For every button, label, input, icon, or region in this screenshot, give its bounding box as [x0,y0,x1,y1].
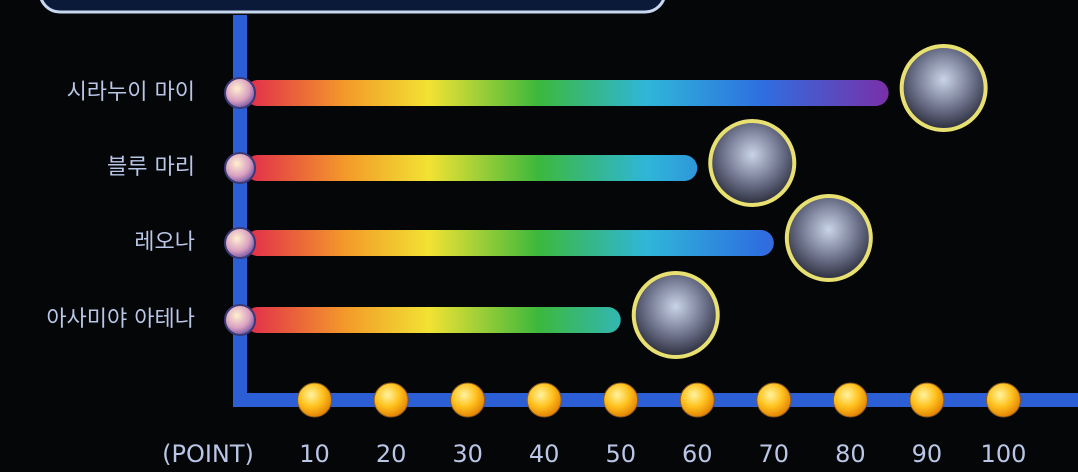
bar-start-dot [224,304,256,336]
bar [245,230,774,256]
bar-start-dot [224,77,256,109]
bar-start-dot [224,227,256,259]
category-label: 아사미야 아테나 [46,307,195,332]
x-tick-label: 70 [759,440,790,468]
x-axis-label: (POINT) [162,440,254,468]
tick-mark [832,382,868,418]
portrait [784,194,873,282]
tick-mark [450,382,486,418]
title-box [40,0,665,14]
portrait [899,44,988,132]
x-tick-label: 90 [912,440,943,468]
tick-mark [373,382,409,418]
bar-start-dot [224,152,256,184]
tick-mark [909,382,945,418]
x-tick-label: 50 [605,440,636,468]
x-tick-label: 30 [452,440,483,468]
x-tick-label: 20 [376,440,407,468]
tick-mark [297,382,333,418]
tick-mark [756,382,792,418]
bar [245,80,889,106]
x-tick-label: 100 [981,440,1027,468]
tick-mark [985,382,1021,418]
category-label: 시라누이 마이 [67,80,195,105]
tick-mark [526,382,562,418]
x-tick-label: 40 [529,440,560,468]
bar [245,307,621,333]
portrait [708,119,797,207]
tick-mark [679,382,715,418]
category-label: 레오나 [134,230,195,255]
category-label: 블루 마리 [107,155,195,180]
x-tick-label: 10 [299,440,330,468]
tick-mark [603,382,639,418]
x-tick-label: 80 [835,440,866,468]
bar [245,155,698,181]
portrait [631,271,720,359]
x-tick-label: 60 [682,440,713,468]
